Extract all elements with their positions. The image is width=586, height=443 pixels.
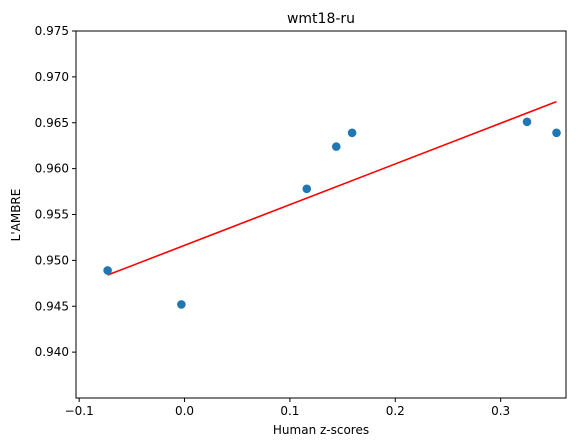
data-point <box>331 142 341 151</box>
data-point <box>347 128 357 138</box>
y-tick-label: 0.945 <box>35 299 69 313</box>
data-point <box>302 184 312 194</box>
y-tick-label: 0.970 <box>35 70 69 84</box>
data-point <box>103 266 112 275</box>
data-point <box>522 117 532 127</box>
data-point <box>177 300 186 309</box>
y-tick-label: 0.960 <box>35 162 69 176</box>
chart-title: wmt18-ru <box>287 11 355 27</box>
x-tick-label: −0.1 <box>65 404 94 418</box>
y-tick-label: 0.965 <box>35 116 69 130</box>
axes-frame <box>75 30 567 399</box>
plot-area: −0.1 0.0 0.1 0.2 0.3 0.940 0.945 0.950 0.955 0.96… <box>35 24 567 418</box>
y-tick-label: 0.940 <box>35 345 69 359</box>
data-point <box>552 128 561 138</box>
x-tick-label: 0.3 <box>491 404 510 418</box>
x-tick-label: 0.0 <box>175 404 194 418</box>
x-tick-label: 0.2 <box>386 404 405 418</box>
x-tick-label: 0.1 <box>280 404 299 418</box>
y-axis-label: L'AMBRE <box>9 189 23 242</box>
y-tick-label: 0.975 <box>35 24 69 38</box>
x-axis-label: Human z-scores <box>273 423 369 437</box>
y-tick-label: 0.950 <box>35 253 69 267</box>
y-tick-label: 0.955 <box>35 208 69 222</box>
fit-line <box>107 100 557 276</box>
